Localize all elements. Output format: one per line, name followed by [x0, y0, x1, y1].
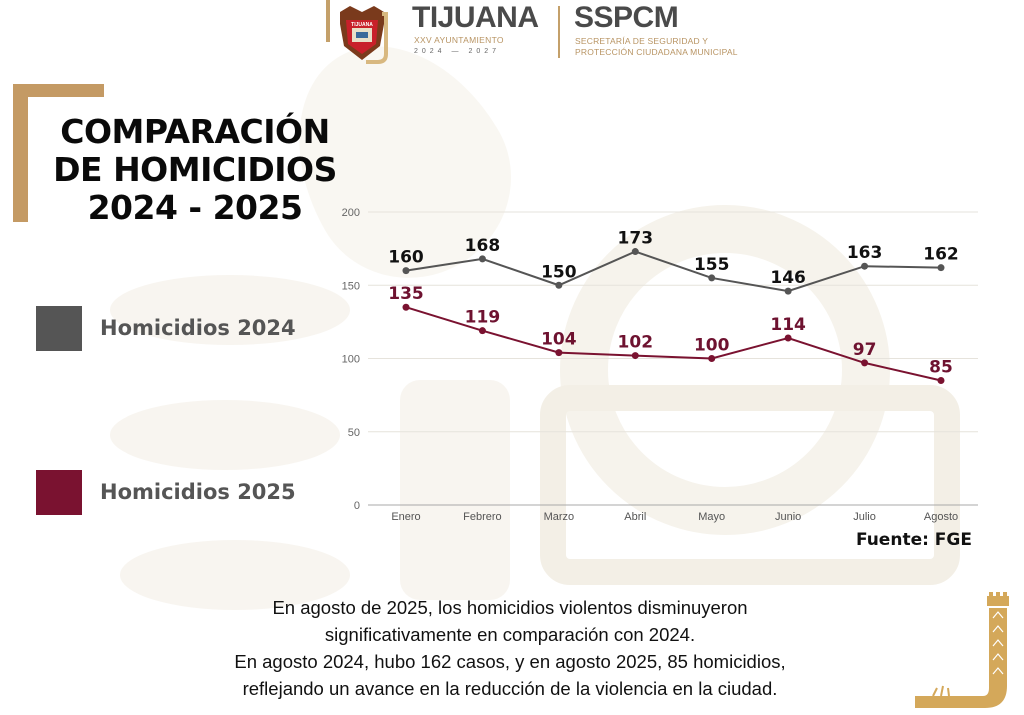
agency-subtitle-line1: SECRETARÍA DE SEGURIDAD Y: [575, 36, 709, 46]
agency-subtitle-line2: PROTECCIÓN CIUDADANA MUNICIPAL: [575, 47, 738, 57]
data-label-2024: 162: [923, 245, 959, 265]
summary-line-2: significativamente en comparación con 20…: [324, 624, 696, 645]
data-point-2025: [555, 349, 563, 357]
source-note: Fuente: FGE: [855, 530, 972, 550]
title-line-2: DE HOMICIDIOS: [53, 150, 337, 189]
chart-x-axis: Enero Febrero Marzo Abril Mayo Junio Julio Agos…: [391, 511, 958, 523]
data-label-2024: 155: [694, 255, 730, 275]
data-point-2024: [555, 281, 563, 289]
data-label-2025: 85: [929, 357, 953, 377]
gold-corner-ornament-icon: [915, 592, 1009, 708]
data-label-2025: 100: [694, 336, 730, 356]
data-label-2024: 168: [465, 236, 501, 256]
x-tick-label: Agosto: [924, 511, 958, 523]
legend-swatch-2025: [36, 470, 82, 515]
gold-bracket-top: [13, 84, 104, 97]
y-tick-label: 200: [342, 207, 360, 219]
agency-title: SSPCM: [574, 1, 679, 34]
tijuana-crest-icon: TIJUANA: [340, 6, 388, 64]
x-tick-label: Marzo: [544, 511, 575, 523]
chart-series: [402, 248, 945, 384]
data-point-2025: [478, 327, 486, 335]
agency-subtitle: SECRETARÍA DE SEGURIDAD Y PROTECCIÓN CIU…: [575, 36, 738, 58]
crest-label: TIJUANA: [351, 22, 373, 28]
data-point-2025: [937, 376, 945, 384]
chart-data-labels: 160 168 150 173 155 146 163 162 135 119 104 102 100 1…: [388, 229, 959, 378]
header: TIJUANA TIJUANA XXV AYUNTAMIENTO 2024 — …: [324, 0, 754, 75]
brand-subtitle: XXV AYUNTAMIENTO: [414, 35, 504, 45]
x-tick-label: Junio: [775, 511, 801, 523]
data-point-2024: [631, 248, 639, 256]
data-point-2025: [402, 303, 410, 311]
header-accent-bar: [326, 0, 330, 42]
data-label-2025: 114: [770, 315, 806, 335]
legend-swatch-2024: [36, 306, 82, 351]
data-label-2024: 173: [618, 229, 654, 249]
line-chart: 0 50 100 150 200 160 168 150 173 155 146 163 162 135…: [342, 207, 978, 523]
watermark-leaf: [110, 400, 340, 470]
watermark-left-block: [400, 380, 510, 600]
legend-label-2025: Homicidios 2025: [100, 480, 296, 504]
data-label-2024: 160: [388, 248, 424, 268]
data-label-2025: 119: [465, 308, 501, 328]
title-line-1: COMPARACIÓN: [60, 112, 330, 151]
series-line-2024: [405, 250, 942, 293]
series-line-2025: [405, 306, 942, 382]
data-point-2025: [784, 334, 792, 342]
y-tick-label: 150: [342, 280, 360, 292]
watermark-leaf: [110, 275, 350, 345]
x-tick-label: Julio: [853, 511, 876, 523]
page-title: COMPARACIÓN DE HOMICIDIOS 2024 - 2025: [30, 113, 360, 227]
y-tick-label: 50: [348, 427, 360, 439]
brand-title: TIJUANA: [412, 1, 539, 34]
y-tick-label: 0: [354, 500, 360, 512]
gold-bracket-left: [13, 84, 28, 222]
summary-text: En agosto de 2025, los homicidios violen…: [150, 594, 870, 702]
chart-grid: 0 50 100 150 200: [342, 207, 978, 512]
data-point-2024: [708, 274, 716, 282]
data-point-2024: [402, 267, 410, 275]
x-tick-label: Mayo: [698, 511, 725, 523]
watermark-leaf: [120, 540, 350, 610]
data-label-2025: 104: [541, 330, 577, 350]
data-label-2024: 150: [541, 262, 577, 282]
x-tick-label: Febrero: [463, 511, 502, 523]
y-tick-label: 100: [342, 354, 360, 366]
title-line-3: 2024 - 2025: [87, 188, 303, 227]
watermark-frame: [540, 385, 960, 585]
data-point-2024: [784, 287, 792, 295]
summary-line-3: En agosto 2024, hubo 162 casos, y en ago…: [234, 651, 786, 672]
data-label-2024: 163: [847, 243, 883, 263]
data-point-2024: [861, 262, 869, 270]
legend-label-2024: Homicidios 2024: [100, 316, 296, 340]
header-divider: [558, 6, 560, 58]
data-point-2025: [861, 359, 869, 367]
brand-years: 2024 — 2027: [414, 48, 501, 55]
x-tick-label: Abril: [624, 511, 646, 523]
x-tick-label: Enero: [391, 511, 420, 523]
data-label-2025: 97: [853, 340, 877, 360]
data-point-2025: [708, 355, 716, 362]
data-label-2025: 135: [388, 284, 424, 304]
summary-line-4: reflejando un avance en la reducción de …: [242, 678, 778, 699]
data-point-2025: [631, 352, 639, 360]
data-point-2024: [937, 264, 945, 272]
data-label-2025: 102: [618, 333, 654, 353]
data-point-2024: [478, 255, 486, 263]
summary-line-1: En agosto de 2025, los homicidios violen…: [272, 597, 748, 618]
data-label-2024: 146: [770, 268, 806, 288]
